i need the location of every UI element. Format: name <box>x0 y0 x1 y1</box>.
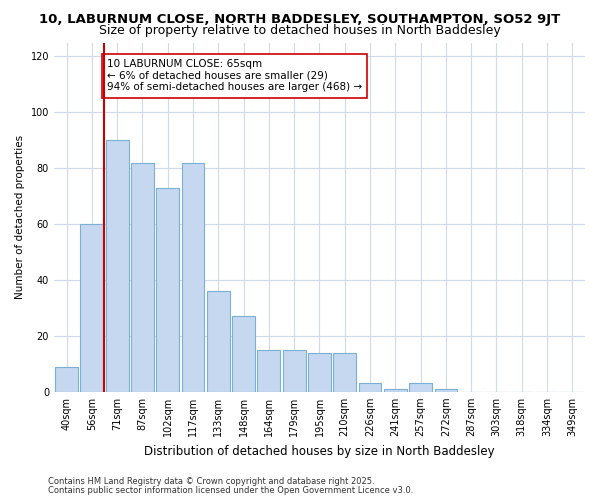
Bar <box>131 162 154 392</box>
Bar <box>232 316 255 392</box>
Text: 10 LABURNUM CLOSE: 65sqm
← 6% of detached houses are smaller (29)
94% of semi-de: 10 LABURNUM CLOSE: 65sqm ← 6% of detache… <box>107 60 362 92</box>
Text: Contains public sector information licensed under the Open Government Licence v3: Contains public sector information licen… <box>48 486 413 495</box>
Text: 10, LABURNUM CLOSE, NORTH BADDESLEY, SOUTHAMPTON, SO52 9JT: 10, LABURNUM CLOSE, NORTH BADDESLEY, SOU… <box>40 12 560 26</box>
Bar <box>207 291 230 392</box>
Bar <box>80 224 103 392</box>
Bar <box>182 162 205 392</box>
Bar <box>359 384 382 392</box>
Bar <box>334 352 356 392</box>
X-axis label: Distribution of detached houses by size in North Baddesley: Distribution of detached houses by size … <box>144 444 495 458</box>
Bar <box>283 350 305 392</box>
Bar <box>55 366 78 392</box>
Y-axis label: Number of detached properties: Number of detached properties <box>15 135 25 299</box>
Bar <box>257 350 280 392</box>
Bar <box>409 384 432 392</box>
Bar <box>308 352 331 392</box>
Text: Size of property relative to detached houses in North Baddesley: Size of property relative to detached ho… <box>99 24 501 37</box>
Bar <box>434 389 457 392</box>
Bar <box>106 140 128 392</box>
Text: Contains HM Land Registry data © Crown copyright and database right 2025.: Contains HM Land Registry data © Crown c… <box>48 477 374 486</box>
Bar <box>384 389 407 392</box>
Bar <box>157 188 179 392</box>
